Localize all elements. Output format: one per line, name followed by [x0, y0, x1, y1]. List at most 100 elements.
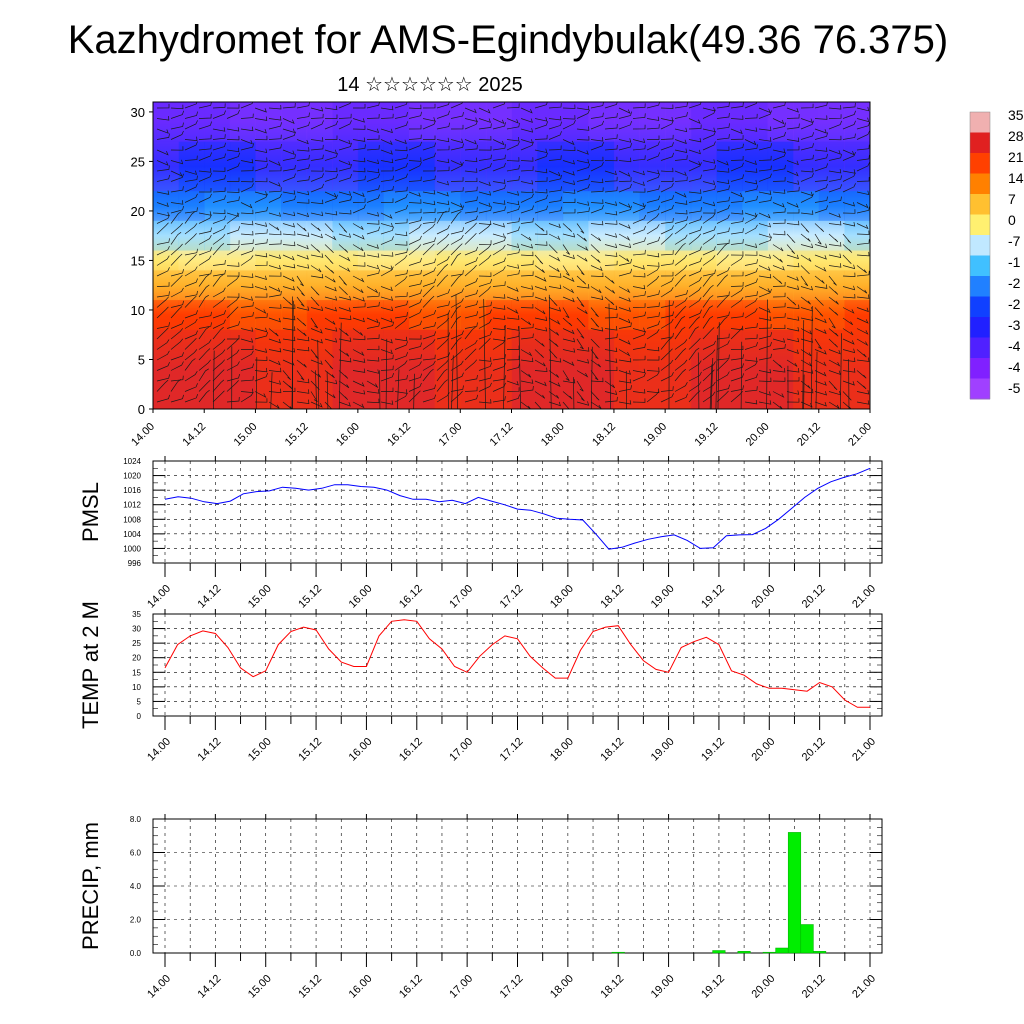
- wind-barb: [520, 349, 533, 357]
- wind-barb: [226, 240, 240, 245]
- wind-barb: [702, 295, 714, 308]
- wind-barb: [296, 102, 310, 109]
- wind-barb: [254, 135, 268, 141]
- wind-barb: [674, 306, 687, 319]
- wind-barb: [254, 116, 268, 121]
- wind-barb: [618, 233, 631, 241]
- wind-barb: [156, 103, 170, 109]
- y-tick-label: 10: [132, 683, 141, 692]
- wind-barb: [156, 190, 170, 195]
- y-axis-title: PRECIP, mm: [78, 822, 103, 950]
- wind-barb: [170, 170, 183, 177]
- wind-barb: [716, 239, 730, 245]
- wind-barb: [744, 267, 758, 277]
- wind-barb: [730, 174, 745, 182]
- wind-barb: [170, 130, 184, 140]
- wind-barb: [660, 393, 674, 403]
- x-tick-label: 19.12: [693, 421, 721, 449]
- wind-barb: [156, 222, 169, 235]
- heatmap-cell: [613, 270, 641, 301]
- wind-barb: [184, 383, 198, 392]
- wind-barb: [282, 223, 296, 228]
- wind-barb: [800, 167, 814, 173]
- wind-barb: [702, 255, 716, 266]
- wind-barb: [702, 340, 716, 350]
- wind-barb: [492, 102, 506, 109]
- wind-barb: [352, 380, 365, 387]
- wind-barb: [730, 354, 744, 361]
- wind-barb: [408, 244, 422, 256]
- wind-barb: [758, 400, 772, 405]
- wind-barb: [730, 217, 744, 224]
- wind-barb: [492, 223, 506, 228]
- wind-barb: [856, 176, 870, 182]
- wind-barb: [268, 286, 281, 293]
- wind-barb: [632, 355, 646, 361]
- wind-barb: [534, 338, 545, 347]
- wind-barb: [548, 254, 561, 262]
- x-tick-label: 20.12: [800, 973, 828, 1001]
- wind-barb: [772, 176, 786, 182]
- heatmap-cell: [613, 102, 641, 142]
- wind-barb: [506, 394, 520, 403]
- wind-barb: [506, 205, 521, 214]
- wind-barb: [646, 388, 660, 394]
- wind-barb: [632, 249, 646, 256]
- wind-barb: [226, 162, 240, 172]
- wind-barb: [506, 122, 520, 130]
- x-tick-label: 20.00: [744, 421, 772, 449]
- wind-barb: [198, 348, 211, 361]
- wind-barb: [716, 134, 730, 140]
- wind-barb: [604, 333, 618, 340]
- wind-barb: [800, 296, 811, 305]
- wind-barb: [436, 338, 449, 350]
- wind-barb: [660, 204, 674, 214]
- wind-barb: [240, 392, 254, 403]
- wind-barb: [674, 242, 686, 256]
- wind-barb: [548, 206, 562, 214]
- heatmap-cell: [153, 329, 180, 409]
- wind-barb: [310, 199, 324, 205]
- wind-barb: [254, 222, 268, 227]
- wind-barb: [590, 178, 604, 184]
- wind-barb: [758, 190, 772, 195]
- wind-barb: [562, 370, 570, 381]
- wind-barb: [464, 117, 478, 122]
- wind-barb: [758, 110, 772, 119]
- colorbar-swatch: [970, 378, 990, 400]
- wind-barb: [646, 173, 661, 182]
- x-tick-label: 17.12: [498, 736, 526, 764]
- wind-barb: [212, 153, 226, 161]
- wind-barb: [296, 378, 310, 384]
- colorbar-swatch: [970, 214, 990, 236]
- chart-subtitle: 14 ☆☆☆☆☆☆ 2025: [337, 74, 523, 96]
- wind-barb: [800, 173, 814, 182]
- x-tick-label: 14.12: [196, 973, 224, 1001]
- wind-barb: [856, 154, 870, 161]
- wind-barb: [520, 141, 534, 151]
- wind-barb: [786, 316, 800, 321]
- wind-barb: [198, 113, 212, 119]
- wind-streak: [709, 364, 713, 409]
- wind-barb: [758, 288, 772, 298]
- wind-barb: [240, 327, 254, 332]
- x-tick-label: 21.00: [850, 583, 878, 611]
- y-tick-label: 996: [128, 559, 142, 568]
- heatmap-cell: [690, 300, 717, 330]
- wind-barb: [198, 294, 209, 308]
- wind-streak: [451, 355, 454, 409]
- wind-barb: [450, 143, 464, 151]
- heatmap-cell: [306, 250, 333, 271]
- wind-barb: [422, 354, 436, 361]
- x-tick-label: 16.00: [334, 421, 362, 449]
- wind-barb: [758, 353, 772, 361]
- wind-barb: [226, 262, 240, 267]
- wind-barb: [856, 265, 867, 274]
- wind-barb: [450, 138, 464, 144]
- wind-streak: [212, 350, 215, 409]
- wind-barb: [828, 359, 841, 367]
- wind-barb: [814, 359, 827, 367]
- wind-barb: [380, 158, 394, 164]
- wind-barb: [366, 159, 380, 165]
